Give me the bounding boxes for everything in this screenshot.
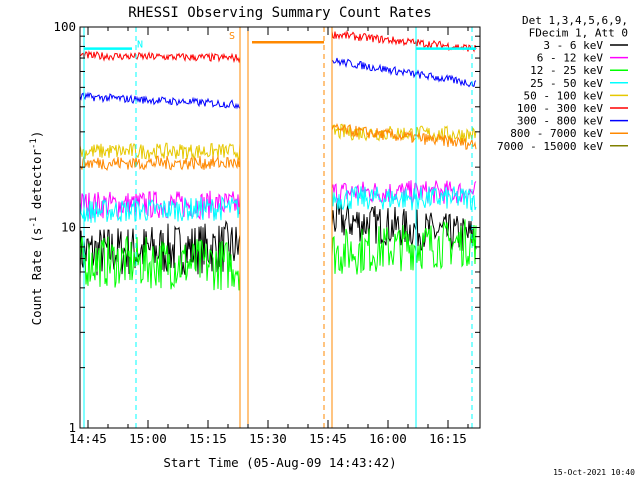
legend-label-3: 25 - 50 keV [530, 77, 603, 90]
x-tick-label-2: 15:15 [189, 431, 227, 446]
series-line-0-0 [79, 220, 241, 279]
y-tick-label-2: 100 [53, 19, 76, 34]
x-tick-label-6: 16:15 [429, 431, 467, 446]
legend-label-0: 3 - 6 keV [543, 39, 603, 52]
series-line-6-1 [331, 57, 477, 88]
legend: Det 1,3,4,5,6,9,FDecim 1, Att 03 - 6 keV… [497, 14, 628, 153]
x-tick-label-1: 15:00 [129, 431, 167, 446]
legend-header-1: FDecim 1, Att 0 [529, 27, 628, 40]
chart-title: RHESSI Observing Summary Count Rates [128, 5, 431, 21]
x-tick-label-0: 14:45 [69, 431, 107, 446]
plot-series [79, 30, 477, 291]
series-line-7-0 [79, 155, 241, 172]
flag-label-1: S [229, 31, 235, 42]
y-tick-label-1: 10 [61, 220, 76, 235]
series-line-2-0 [79, 236, 241, 291]
flag-label-0: N [137, 40, 143, 51]
series-line-7-1 [331, 123, 477, 150]
legend-label-5: 100 - 300 keV [517, 102, 603, 115]
y-label-sup-2: -1 [29, 138, 39, 149]
x-tick-label-4: 15:45 [309, 431, 347, 446]
y-axis: 1 10 100 [53, 19, 480, 435]
series-line-6-0 [79, 91, 241, 110]
legend-header-0: Det 1,3,4,5,6,9, [522, 14, 628, 27]
x-tick-label-5: 16:00 [369, 431, 407, 446]
x-axis: 14:45 15:00 15:15 15:30 15:45 16:00 16:15 [69, 27, 469, 446]
series-line-3-0 [79, 196, 241, 223]
legend-label-8: 7000 - 15000 keV [497, 140, 603, 153]
legend-label-1: 6 - 12 keV [537, 52, 604, 65]
series-line-3-1 [331, 185, 477, 211]
legend-label-7: 800 - 7000 keV [510, 127, 603, 140]
series-line-4-0 [79, 142, 241, 161]
y-axis-label: Count Rate (s-1 detector-1) [29, 131, 44, 326]
y-tick-label-0: 1 [68, 420, 76, 435]
y-label-part-1: Count Rate (s [29, 228, 44, 326]
y-label-part-3: ) [29, 131, 44, 139]
series-line-5-0 [79, 50, 241, 64]
x-axis-label: Start Time (05-Aug-09 14:43:42) [163, 455, 396, 470]
plot-markers: NS [83, 27, 476, 428]
x-tick-label-3: 15:30 [249, 431, 287, 446]
legend-label-4: 50 - 100 keV [524, 89, 604, 102]
timestamp: 15-Oct-2021 10:40 [553, 468, 635, 477]
y-label-sup-1: -1 [29, 217, 39, 228]
series-line-1-1 [331, 180, 477, 205]
legend-label-6: 300 - 800 keV [517, 115, 603, 128]
series-line-2-1 [331, 219, 477, 275]
legend-label-2: 12 - 25 keV [530, 64, 603, 77]
y-label-part-2: detector [29, 149, 44, 217]
